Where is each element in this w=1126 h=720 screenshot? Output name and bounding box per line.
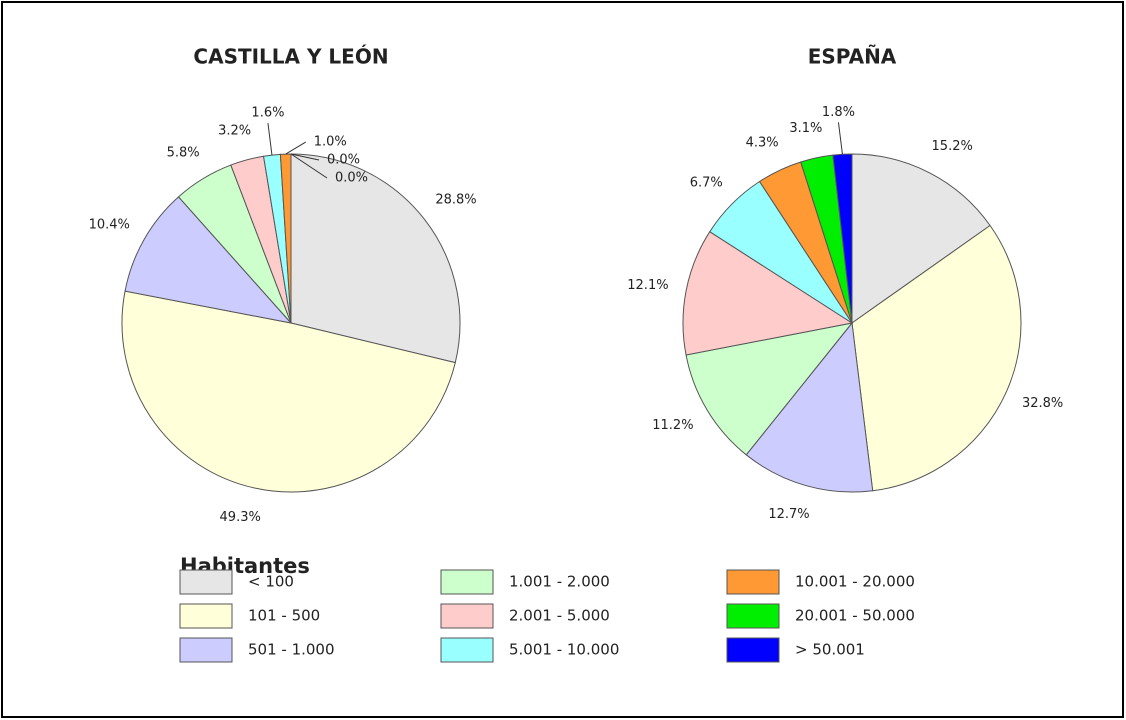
data-label: 0.0% bbox=[335, 171, 368, 186]
data-label: 3.2% bbox=[218, 123, 251, 138]
chart-title: ESPAÑA bbox=[808, 45, 897, 69]
legend-swatch bbox=[179, 569, 233, 595]
data-label: 12.1% bbox=[627, 278, 668, 293]
data-label: 1.6% bbox=[251, 106, 284, 121]
data-label: 6.7% bbox=[690, 175, 723, 190]
data-label: 0.0% bbox=[327, 153, 360, 168]
data-label: 4.3% bbox=[746, 136, 779, 151]
legend-label: 501 - 1.000 bbox=[248, 641, 335, 659]
data-label: 12.7% bbox=[768, 507, 809, 522]
pie-slice bbox=[745, 321, 874, 493]
pie-slice bbox=[832, 153, 853, 324]
legend-swatch bbox=[440, 603, 494, 629]
legend-swatch bbox=[440, 637, 494, 663]
data-label: 10.4% bbox=[89, 217, 130, 232]
legend-label: < 100 bbox=[248, 573, 294, 591]
data-label: 11.2% bbox=[652, 418, 693, 433]
data-label: 28.8% bbox=[435, 192, 476, 207]
leader-line bbox=[290, 153, 328, 179]
legend-swatch bbox=[726, 569, 780, 595]
pie-slice bbox=[121, 290, 456, 493]
legend-swatch bbox=[440, 569, 494, 595]
legend-label: > 50.001 bbox=[795, 641, 865, 659]
pie-slice bbox=[685, 322, 854, 456]
legend-label: 101 - 500 bbox=[248, 607, 320, 625]
legend-label: 20.001 - 50.000 bbox=[795, 607, 915, 625]
chart-title: CASTILLA Y LEÓN bbox=[193, 45, 388, 69]
leader-line bbox=[267, 123, 273, 156]
data-label: 15.2% bbox=[932, 139, 973, 154]
legend-label: 10.001 - 20.000 bbox=[795, 573, 915, 591]
legend-swatch bbox=[726, 603, 780, 629]
data-label: 3.1% bbox=[789, 121, 822, 136]
data-label: 49.3% bbox=[220, 510, 261, 525]
pie-slice bbox=[851, 153, 991, 324]
pie-slice bbox=[682, 231, 854, 356]
pie-slice bbox=[290, 153, 461, 364]
data-label: 32.8% bbox=[1022, 396, 1063, 411]
data-label: 1.8% bbox=[822, 105, 855, 120]
pie-slice bbox=[851, 224, 1022, 492]
legend-swatch bbox=[179, 603, 233, 629]
leader-line bbox=[285, 141, 306, 155]
legend-swatch bbox=[179, 637, 233, 663]
data-label: 1.0% bbox=[314, 135, 347, 150]
legend-label: 2.001 - 5.000 bbox=[509, 607, 610, 625]
legend-label: 5.001 - 10.000 bbox=[509, 641, 619, 659]
legend-label: 1.001 - 2.000 bbox=[509, 573, 610, 591]
leader-line bbox=[837, 122, 843, 155]
leader-line bbox=[290, 153, 320, 161]
data-label: 5.8% bbox=[167, 145, 200, 160]
legend-swatch bbox=[726, 637, 780, 663]
pie-slice bbox=[124, 196, 293, 324]
